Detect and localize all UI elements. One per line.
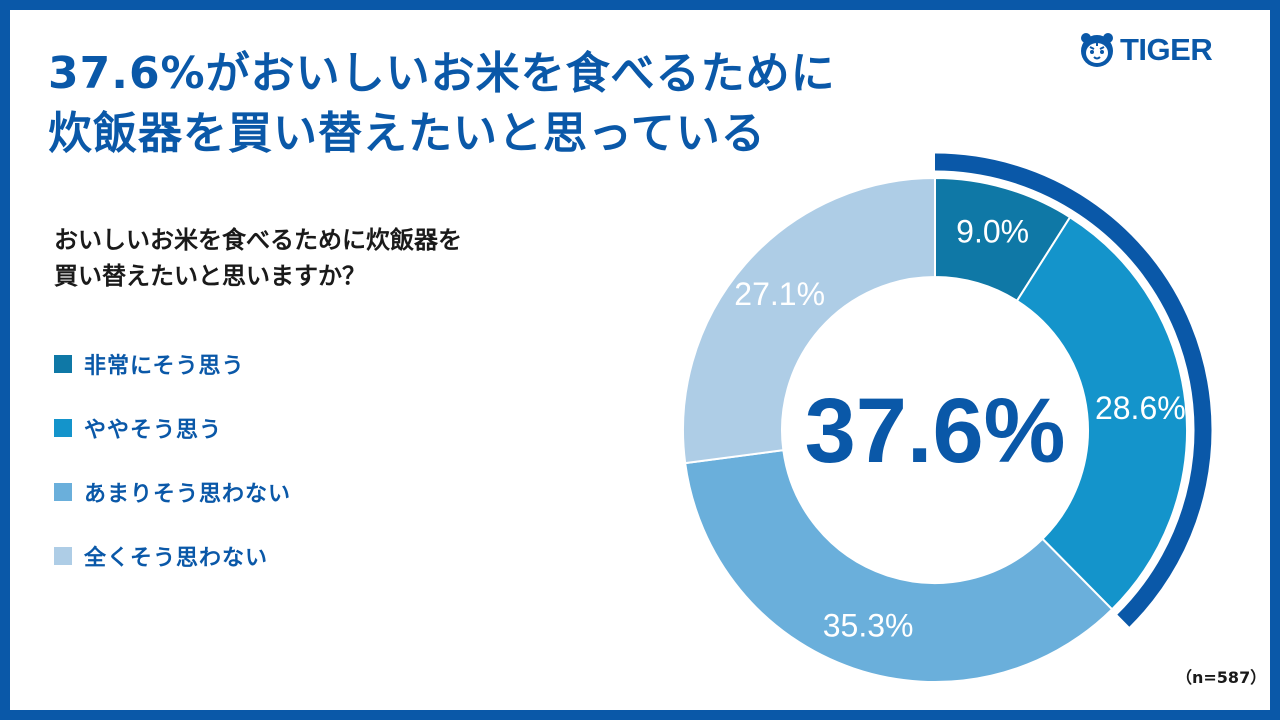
slice-label: 28.6%: [1095, 390, 1186, 426]
survey-question: おいしいお米を食べるために炊飯器を 買い替えたいと思いますか？: [54, 222, 462, 294]
question-line-1: おいしいお米を食べるために炊飯器を: [54, 226, 462, 254]
highlight-arc: [934, 153, 1212, 627]
legend-item: 非常にそう思う: [54, 344, 291, 384]
legend-label: 非常にそう思う: [84, 354, 245, 379]
center-value: 37.6%: [805, 380, 1066, 482]
legend-swatch: [54, 419, 72, 437]
donut-slice: [1015, 215, 1188, 611]
slice-label: 35.3%: [823, 607, 914, 643]
question-line-2: 買い替えたいと思いますか？: [54, 262, 366, 290]
sample-size-note: （n=587）: [1176, 668, 1267, 687]
legend-label: あまりそう思わない: [84, 482, 292, 507]
headline-line-2: 炊飯器を買い替えたいと思っている: [48, 108, 766, 159]
headline: 37.6%がおいしいお米を食べるために 炊飯器を買い替えたいと思っている: [48, 44, 836, 164]
legend-label: ややそう思う: [84, 418, 223, 443]
legend-swatch: [54, 355, 72, 373]
tiger-face-icon: [1081, 33, 1113, 67]
donut-slice: [684, 449, 1114, 683]
legend-item: あまりそう思わない: [54, 472, 291, 512]
logo-wordmark: TIGER: [1120, 32, 1213, 67]
legend-item: ややそう思う: [54, 408, 291, 448]
headline-line-1: 37.6%がおいしいお米を食べるために: [48, 48, 836, 99]
slice-label: 9.0%: [956, 214, 1029, 250]
legend-item: 全くそう思わない: [54, 536, 291, 576]
chart-legend: 非常にそう思う ややそう思うあまりそう思わない 全くそう思わない: [54, 344, 291, 600]
legend-swatch: [54, 483, 72, 501]
donut-slice: [682, 176, 936, 465]
legend-label: 全くそう思わない: [84, 546, 269, 571]
tiger-logo: TIGER: [1078, 30, 1248, 70]
legend-swatch: [54, 547, 72, 565]
slice-label: 27.1%: [734, 276, 825, 312]
